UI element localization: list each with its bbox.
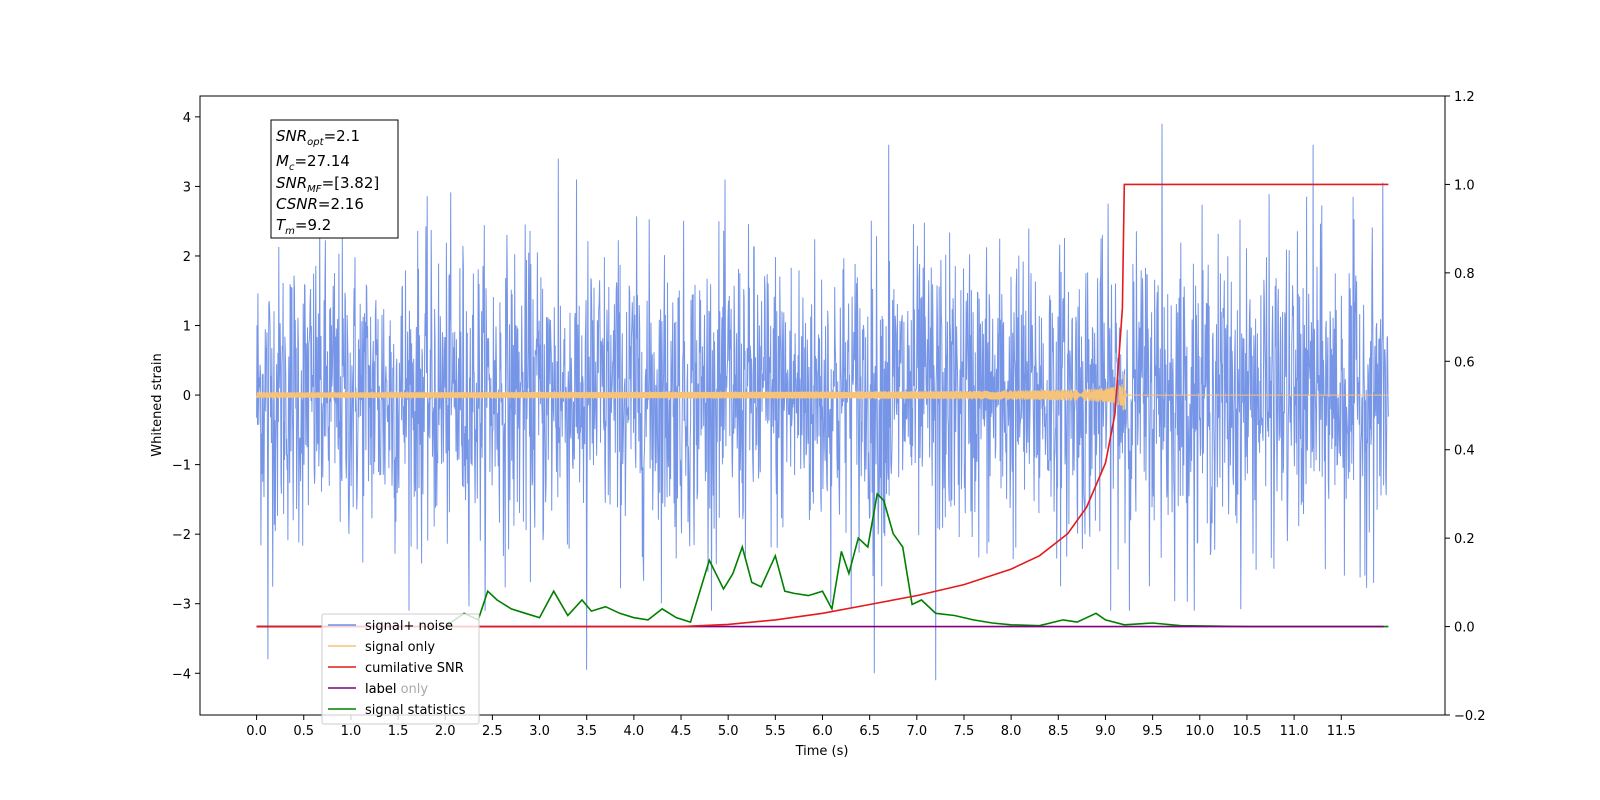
info-box: SNRopt=2.1 Mc=27.14 SNRMF=[3.82] CSNR=2.…	[270, 119, 399, 239]
y-right-tick-label: 1.2	[1454, 90, 1475, 105]
x-tick-label: 9.5	[1142, 724, 1163, 739]
y-axis-left: −4 −3 −2 −1 0 1 2 3 4	[172, 111, 200, 682]
y-left-tick-label: 2	[183, 250, 191, 265]
series-signal-noise	[256, 123, 1389, 681]
x-tick-label: 6.5	[859, 724, 880, 739]
y-right-tick-label: 0.4	[1454, 444, 1475, 459]
x-tick-label: 5.5	[765, 724, 786, 739]
x-tick-label: 10.0	[1185, 724, 1214, 739]
y-left-tick-label: −2	[172, 528, 191, 543]
y-right-tick-label: −0.2	[1454, 709, 1486, 724]
y-left-tick-label: 3	[183, 180, 191, 195]
y-axis-label: Whitened strain	[150, 353, 165, 456]
y-right-tick-label: 1.0	[1454, 178, 1475, 193]
info-csnr: 2.16	[331, 195, 364, 213]
x-tick-label: 7.0	[906, 724, 927, 739]
plot-area	[256, 123, 1389, 681]
y-left-tick-label: 0	[183, 389, 191, 404]
info-tm: 9.2	[308, 216, 332, 234]
y-axis-right: −0.2 0.0 0.2 0.4 0.6 0.8 1.0 1.2	[1445, 90, 1486, 724]
y-left-tick-label: −1	[172, 459, 191, 474]
series-signal-only	[256, 374, 1389, 411]
info-snr-opt: 2.1	[336, 127, 360, 145]
x-tick-label: 5.0	[718, 724, 739, 739]
x-tick-label: 0.5	[293, 724, 314, 739]
x-tick-label: 3.0	[529, 724, 550, 739]
x-tick-label: 11.5	[1327, 724, 1356, 739]
x-tick-label: 6.0	[812, 724, 833, 739]
y-left-tick-label: −3	[172, 598, 191, 613]
x-tick-label: 9.0	[1095, 724, 1116, 739]
x-axis: 0.0 0.5 1.0 1.5 2.0 2.5 3.0 3.5 4.0 4.5 5.0 5.5 6.0 6…	[246, 715, 1356, 739]
series-signal-statistics	[256, 492, 1389, 628]
y-right-tick-label: 0.8	[1454, 267, 1475, 282]
y-left-tick-label: −4	[172, 667, 191, 682]
x-tick-label: 3.5	[576, 724, 597, 739]
y-right-tick-label: 0.2	[1454, 532, 1475, 547]
x-tick-label: 10.5	[1232, 724, 1261, 739]
svg-text:Tm=9.2: Tm=9.2	[276, 216, 331, 237]
x-tick-label: 4.0	[624, 724, 645, 739]
legend-label-signal-only: signal only	[365, 640, 435, 655]
y-left-tick-label: 1	[183, 320, 191, 335]
y-right-tick-label: 0.6	[1454, 355, 1475, 370]
svg-text:SNRMF=[3.82]: SNRMF=[3.82]	[276, 174, 379, 195]
legend: signal+ noise signal only cumilative SNR…	[321, 613, 480, 725]
x-tick-label: 4.5	[671, 724, 692, 739]
x-tick-label: 11.0	[1280, 724, 1309, 739]
x-tick-label: 2.0	[435, 724, 456, 739]
svg-text:Mc=27.14: Mc=27.14	[276, 152, 350, 173]
y-right-tick-label: 0.0	[1454, 621, 1475, 636]
y-left-tick-label: 4	[183, 111, 191, 126]
legend-label-signal-noise: signal+ noise	[365, 619, 453, 634]
x-tick-label: 8.5	[1048, 724, 1069, 739]
legend-label-label: label	[365, 682, 396, 697]
x-tick-label: 8.0	[1001, 724, 1022, 739]
legend-label-cumulative-snr: cumilative SNR	[365, 661, 464, 676]
series-cumulative-snr	[256, 183, 1389, 628]
info-snr-mf: [3.82]	[334, 174, 379, 192]
x-axis-label: Time (s)	[795, 744, 849, 759]
x-tick-label: 2.5	[482, 724, 503, 739]
x-tick-label: 0.0	[246, 724, 267, 739]
svg-text:SNRopt=2.1: SNRopt=2.1	[276, 127, 360, 148]
x-tick-label: 1.0	[341, 724, 362, 739]
svg-text:CSNR=2.16: CSNR=2.16	[276, 195, 364, 213]
x-tick-label: 1.5	[388, 724, 409, 739]
legend-label-label-only: label only	[365, 682, 428, 697]
info-mc: 27.14	[307, 152, 350, 170]
legend-label-signal-statistics: signal statistics	[365, 703, 466, 718]
x-tick-label: 7.5	[954, 724, 975, 739]
